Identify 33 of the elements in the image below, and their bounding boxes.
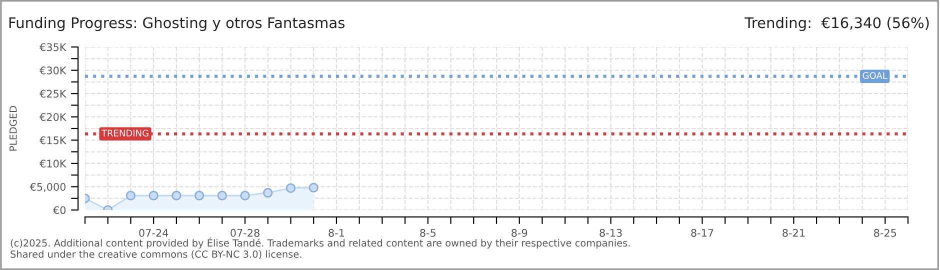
- x-tick-label: 07-28: [230, 228, 260, 237]
- point: [263, 188, 273, 198]
- y-tick-label: €25K: [40, 90, 66, 98]
- point: [194, 190, 204, 200]
- x-tick-label: 8-5: [420, 228, 436, 237]
- point: [286, 183, 296, 193]
- y-tick-label: €10K: [40, 160, 66, 168]
- x-tick-label: 8-25: [874, 228, 896, 237]
- y-tick-label: €20K: [40, 113, 66, 121]
- y-tick-label: €30K: [40, 66, 66, 74]
- point: [217, 190, 228, 200]
- point: [126, 190, 136, 200]
- text: (c)2025. Additional content provided by Élise Tandé. Trademarks and related content are owned by their respective companies.: [10, 237, 630, 249]
- x-tick-label: 07-24: [139, 228, 168, 237]
- y-tick-label: €5,000: [30, 182, 66, 192]
- y-axis-title: PLEDGED: [9, 106, 17, 151]
- chart-subtitle: Trending: €16,340 (56%): [744, 16, 929, 32]
- text: Shared under the creative commons (CC BY-NC 3.0) license.: [10, 250, 302, 259]
- y-tick-label: €35K: [40, 43, 66, 52]
- point: [148, 190, 158, 200]
- ref-line-label: TRENDING: [101, 130, 148, 137]
- x-tick-label: 8-17: [691, 228, 714, 237]
- y-tick-label: €15K: [40, 136, 66, 144]
- x-tick-label: 8-21: [782, 228, 805, 237]
- x-tick-label: 8-13: [600, 228, 622, 237]
- ref-line-label: GOAL: [862, 72, 888, 79]
- x-tick-label: 8-1: [328, 228, 344, 237]
- chart-title: Funding Progress: Ghosting y otros Fantasmas: [9, 16, 344, 32]
- point: [172, 190, 182, 200]
- x-tick-label: 8-9: [512, 228, 528, 237]
- y-tick-label: €0: [52, 206, 66, 214]
- point: [308, 182, 318, 193]
- point: [240, 190, 250, 200]
